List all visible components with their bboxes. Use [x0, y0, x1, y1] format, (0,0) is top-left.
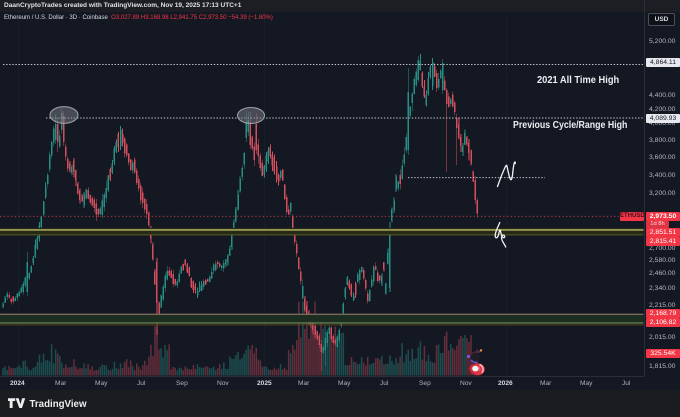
svg-text:TradingView: TradingView [30, 399, 87, 410]
